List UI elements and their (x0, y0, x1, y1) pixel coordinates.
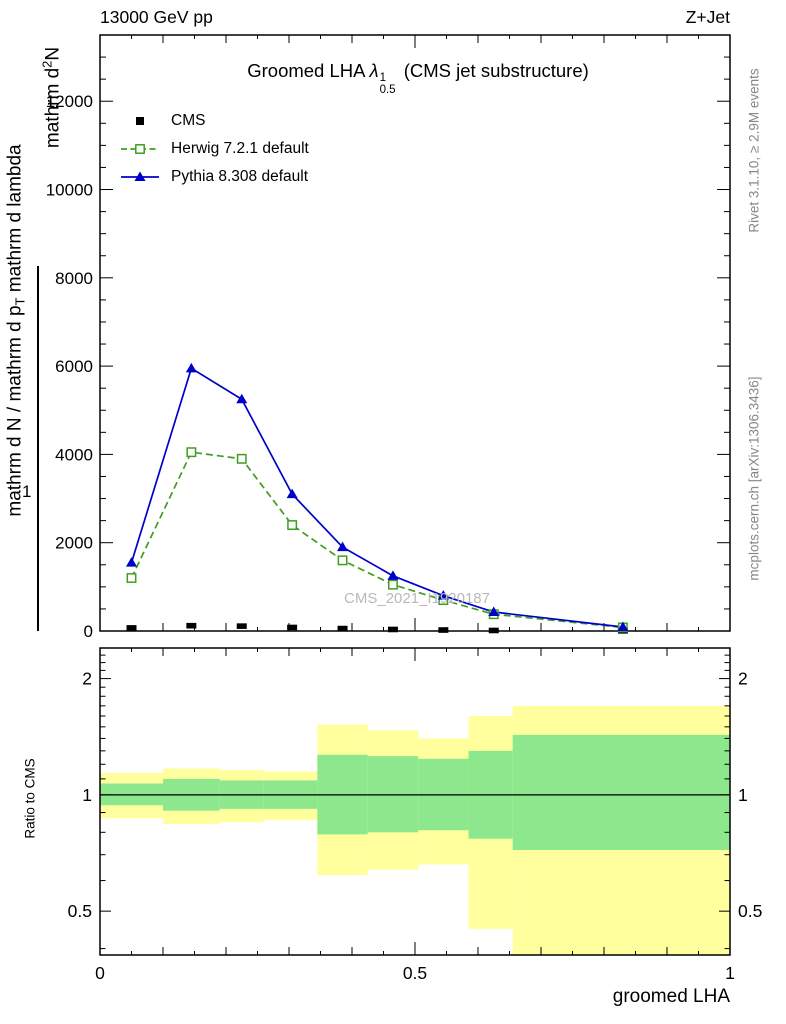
y-label-superscript: 2 (39, 60, 55, 68)
title-suffix: (CMS jet substructure) (398, 60, 589, 81)
ratio-y-tick-label-right: 0.5 (738, 901, 762, 921)
y-axis-fraction-bar (37, 266, 39, 631)
y-tick-label: 8000 (55, 269, 93, 288)
pythia-8-308-default-legend-marker (134, 171, 146, 181)
legend: CMS Herwig 7.2.1 default Pythia 8.308 defa… (118, 112, 309, 196)
mcplots-reference-note: mcplots.cern.ch [arXiv:1306.3436] (746, 376, 762, 581)
pythia-8-308-default-data-marker (185, 362, 197, 373)
ratio-y-tick-label-right: 1 (738, 785, 748, 805)
herwig-7-2-1-default-data-marker (337, 555, 348, 566)
ratio-y-tick-label-left: 0.5 (68, 901, 92, 921)
herwig-7-2-1-default-data-marker (388, 579, 398, 590)
lambda-symbol: λ (369, 60, 379, 81)
y-label-text: mathrm d lambda (4, 144, 26, 298)
y-label-subscript: T (12, 297, 28, 306)
y-tick-label: 10000 (46, 181, 93, 200)
ratio-inner-uncertainty-band (512, 734, 730, 850)
cms-data-marker (287, 624, 298, 631)
herwig-7-2-1-default-marker-icon (121, 144, 159, 154)
y-axis-label-numerator: 1 (22, 482, 32, 501)
x-tick-label: 0.5 (403, 963, 427, 983)
process-label: Z+Jet (685, 7, 730, 27)
pythia-8-308-default-data-marker (488, 606, 500, 617)
y-tick-label: 0 (84, 622, 93, 641)
legend-label-pythia-8-308-default: Pythia 8.308 default (171, 168, 309, 185)
x-tick-label: 0 (95, 963, 105, 983)
pythia-8-308-default-data-marker (617, 621, 629, 632)
y-axis-label-d2n: mathrm d2N (40, 0, 65, 203)
pythia-8-308-default-data-marker (236, 393, 248, 404)
herwig-7-2-1-default-data-marker (186, 447, 197, 458)
lambda-superscript: 1 (379, 72, 386, 85)
lambda-subscript: 0.5 (379, 84, 396, 97)
legend-item-pythia-8-308-default: Pythia 8.308 default (118, 168, 309, 186)
legend-item-herwig-7-2-1-default: Herwig 7.2.1 default (118, 140, 309, 158)
legend-item-cms: CMS (118, 112, 309, 130)
pythia-8-308-default-line (130, 367, 623, 628)
herwig-7-2-1-default-data-marker (287, 520, 298, 530)
ratio-y-tick-label-left: 1 (82, 785, 92, 805)
ratio-y-tick-label-right: 2 (738, 669, 748, 689)
pythia-8-308-default-data-marker (387, 570, 399, 580)
cms-data-marker (387, 626, 398, 633)
cms-marker-icon (136, 117, 144, 125)
plot-title: Groomed LHA λ 1 0.5 (CMS jet substructure) (247, 60, 589, 96)
pythia-8-308-default-data-marker (126, 557, 137, 567)
analysis-id-watermark: CMS_2021_I1920187 (344, 590, 490, 607)
cms-data-marker (186, 622, 197, 629)
y-axis-label-denominator: mathrm d N / mathrm d pT mathrm d lambda (5, 21, 28, 641)
rivet-version-note: Rivet 3.1.10, ≥ 2.9M events (746, 68, 762, 233)
y-tick-label: 6000 (55, 357, 93, 376)
cms-data-marker (236, 623, 247, 629)
pythia-8-308-default-data-marker (437, 590, 449, 600)
y-label-text: N (42, 46, 64, 61)
cms-data-marker (337, 625, 348, 632)
y-tick-label: 12000 (46, 92, 93, 111)
cms-data-marker (126, 625, 137, 631)
legend-label-herwig-7-2-1-default: Herwig 7.2.1 default (171, 140, 309, 157)
y-tick-label: 4000 (55, 445, 93, 464)
herwig-7-2-1-default-legend-marker (135, 144, 145, 154)
herwig-7-2-1-default-data-marker (236, 453, 247, 464)
lambda-exponents: 1 0.5 (380, 72, 396, 96)
x-axis-title: groomed LHA (612, 986, 730, 1007)
y-tick-label: 2000 (55, 534, 93, 553)
herwig-7-2-1-default-data-marker (126, 573, 137, 583)
pythia-8-308-default-data-marker (337, 541, 349, 552)
ratio-axis-label: Ratio to CMS (22, 758, 38, 839)
pythia-8-308-default-marker-icon (121, 171, 159, 181)
beam-energy-label: 13000 GeV pp (100, 7, 213, 27)
cms-data-marker (438, 627, 449, 633)
cms-legend-marker (136, 117, 144, 125)
title-prefix: Groomed LHA (247, 60, 366, 81)
cms-data-marker (488, 627, 499, 634)
y-label-text: mathrm d (42, 67, 64, 149)
ratio-inner-uncertainty-band (367, 756, 419, 833)
legend-label-cms: CMS (171, 112, 206, 129)
ratio-y-tick-label-left: 2 (82, 669, 92, 689)
x-tick-label: 1 (725, 963, 735, 983)
pythia-8-308-default-data-marker (286, 488, 298, 499)
